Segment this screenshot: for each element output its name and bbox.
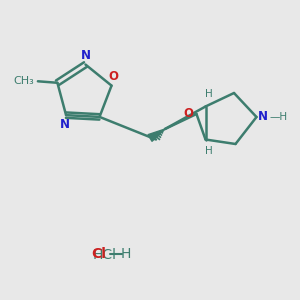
- Text: N: N: [258, 110, 268, 124]
- Text: N: N: [60, 118, 70, 130]
- Text: O: O: [183, 107, 193, 120]
- Text: HCl: HCl: [93, 248, 117, 262]
- Text: H: H: [205, 146, 213, 156]
- Text: N: N: [80, 49, 91, 62]
- Text: H: H: [121, 247, 131, 260]
- Polygon shape: [148, 129, 165, 141]
- Text: H: H: [205, 89, 213, 99]
- Text: CH₃: CH₃: [14, 76, 34, 86]
- Text: O: O: [108, 70, 118, 83]
- Text: Cl: Cl: [92, 247, 106, 260]
- Text: —H: —H: [269, 112, 287, 122]
